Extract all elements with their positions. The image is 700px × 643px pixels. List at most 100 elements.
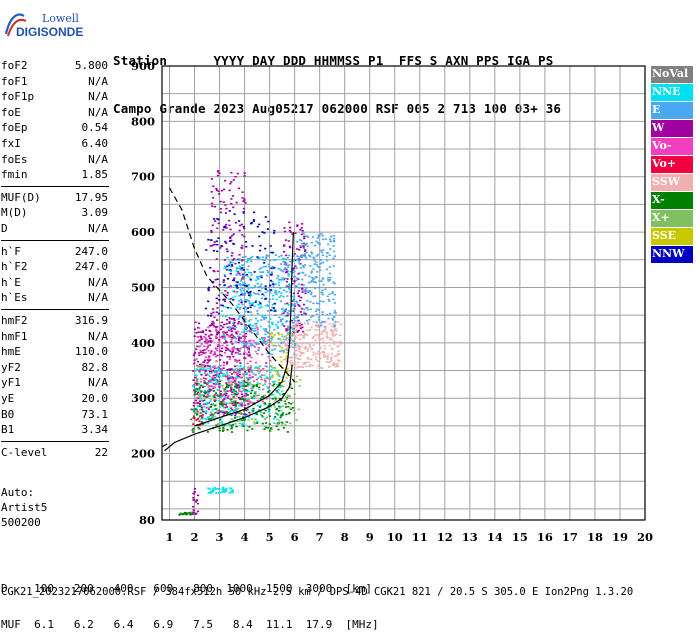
echo-point bbox=[306, 308, 309, 311]
echo-point bbox=[299, 244, 302, 247]
echo-point bbox=[252, 402, 256, 404]
echo-point bbox=[320, 291, 323, 294]
echo-point bbox=[230, 387, 233, 389]
echo-point bbox=[223, 267, 226, 270]
echo-point bbox=[302, 266, 306, 269]
echo-point bbox=[179, 513, 182, 516]
echo-point bbox=[201, 423, 204, 425]
echo-point bbox=[210, 411, 213, 414]
echo-point bbox=[215, 417, 218, 419]
echo-point bbox=[210, 415, 214, 417]
echo-point bbox=[200, 378, 203, 380]
echo-point bbox=[212, 270, 215, 272]
echo-point bbox=[279, 263, 283, 265]
echo-point bbox=[207, 408, 211, 410]
echo-point bbox=[250, 343, 254, 346]
echo-point bbox=[292, 333, 295, 336]
echo-point bbox=[278, 386, 281, 388]
echo-point bbox=[242, 278, 245, 280]
echo-point bbox=[243, 235, 246, 238]
echo-point bbox=[314, 287, 317, 289]
echo-point bbox=[223, 374, 226, 376]
echo-point bbox=[285, 336, 288, 339]
echo-point bbox=[235, 359, 239, 362]
param-value: N/A bbox=[88, 376, 108, 390]
echo-point bbox=[210, 350, 213, 352]
echo-point bbox=[304, 292, 307, 295]
echo-point bbox=[202, 364, 205, 366]
echo-point bbox=[321, 278, 324, 280]
echo-point bbox=[198, 420, 201, 423]
echo-point bbox=[290, 326, 293, 329]
echo-point bbox=[273, 229, 276, 232]
echo-point bbox=[293, 412, 296, 415]
echo-point bbox=[333, 255, 337, 257]
echo-point bbox=[225, 315, 229, 317]
echo-point bbox=[276, 413, 279, 415]
echo-point bbox=[330, 330, 333, 333]
echo-point bbox=[239, 298, 242, 301]
echo-point bbox=[286, 325, 289, 327]
echo-point bbox=[222, 425, 225, 428]
echo-point bbox=[247, 416, 250, 419]
echo-point bbox=[232, 233, 235, 235]
echo-point bbox=[230, 388, 233, 391]
echo-point bbox=[261, 337, 264, 340]
echo-point bbox=[297, 258, 300, 260]
echo-point bbox=[195, 388, 198, 390]
echo-point bbox=[241, 416, 245, 419]
echo-point bbox=[260, 297, 264, 300]
echo-point bbox=[243, 407, 247, 409]
echo-point bbox=[295, 325, 298, 328]
echo-point bbox=[245, 345, 248, 347]
echo-point bbox=[282, 349, 285, 352]
echo-point bbox=[221, 410, 224, 412]
echo-point bbox=[279, 364, 283, 367]
echo-point bbox=[269, 292, 272, 294]
echo-point bbox=[243, 320, 246, 323]
echo-point bbox=[247, 403, 250, 405]
echo-point bbox=[245, 392, 248, 395]
echo-point bbox=[207, 382, 210, 385]
echo-point bbox=[227, 219, 231, 222]
header-label-ffs: FFS bbox=[398, 53, 430, 68]
echo-point bbox=[293, 270, 296, 273]
echo-point bbox=[321, 320, 324, 323]
echo-point bbox=[227, 385, 231, 388]
header-values-row: Campo Grande 2023 Aug05217 062000 RSF 00… bbox=[113, 101, 569, 117]
echo-point bbox=[204, 307, 208, 310]
echo-point bbox=[256, 277, 259, 279]
echo-point bbox=[309, 290, 312, 292]
echo-point bbox=[255, 413, 259, 416]
echo-point bbox=[237, 376, 240, 379]
echo-point bbox=[292, 260, 296, 262]
echo-point bbox=[289, 270, 292, 273]
echo-point bbox=[263, 338, 266, 341]
echo-point bbox=[329, 235, 333, 238]
echo-point bbox=[253, 327, 257, 330]
distance-value: 400 bbox=[107, 582, 147, 595]
echo-point bbox=[286, 302, 289, 305]
echo-point bbox=[234, 331, 238, 334]
param-value: 110.0 bbox=[74, 345, 108, 359]
echo-point bbox=[245, 308, 248, 311]
echo-point bbox=[279, 406, 282, 408]
echo-point bbox=[237, 322, 240, 325]
echo-point bbox=[246, 390, 249, 393]
echo-point bbox=[251, 255, 254, 258]
echo-point bbox=[213, 351, 216, 353]
echo-point bbox=[220, 402, 224, 405]
echo-point bbox=[252, 373, 256, 375]
echo-point bbox=[314, 281, 317, 284]
header-label-ddd: DDD bbox=[282, 53, 314, 68]
echo-point bbox=[196, 326, 200, 329]
echo-point bbox=[330, 352, 333, 355]
echo-point bbox=[268, 415, 271, 417]
echo-point bbox=[219, 353, 222, 356]
echo-point bbox=[294, 285, 298, 287]
echo-point bbox=[312, 257, 316, 260]
echo-point bbox=[230, 338, 233, 341]
echo-point bbox=[237, 335, 240, 338]
echo-point bbox=[274, 289, 277, 292]
echo-point bbox=[312, 268, 315, 270]
